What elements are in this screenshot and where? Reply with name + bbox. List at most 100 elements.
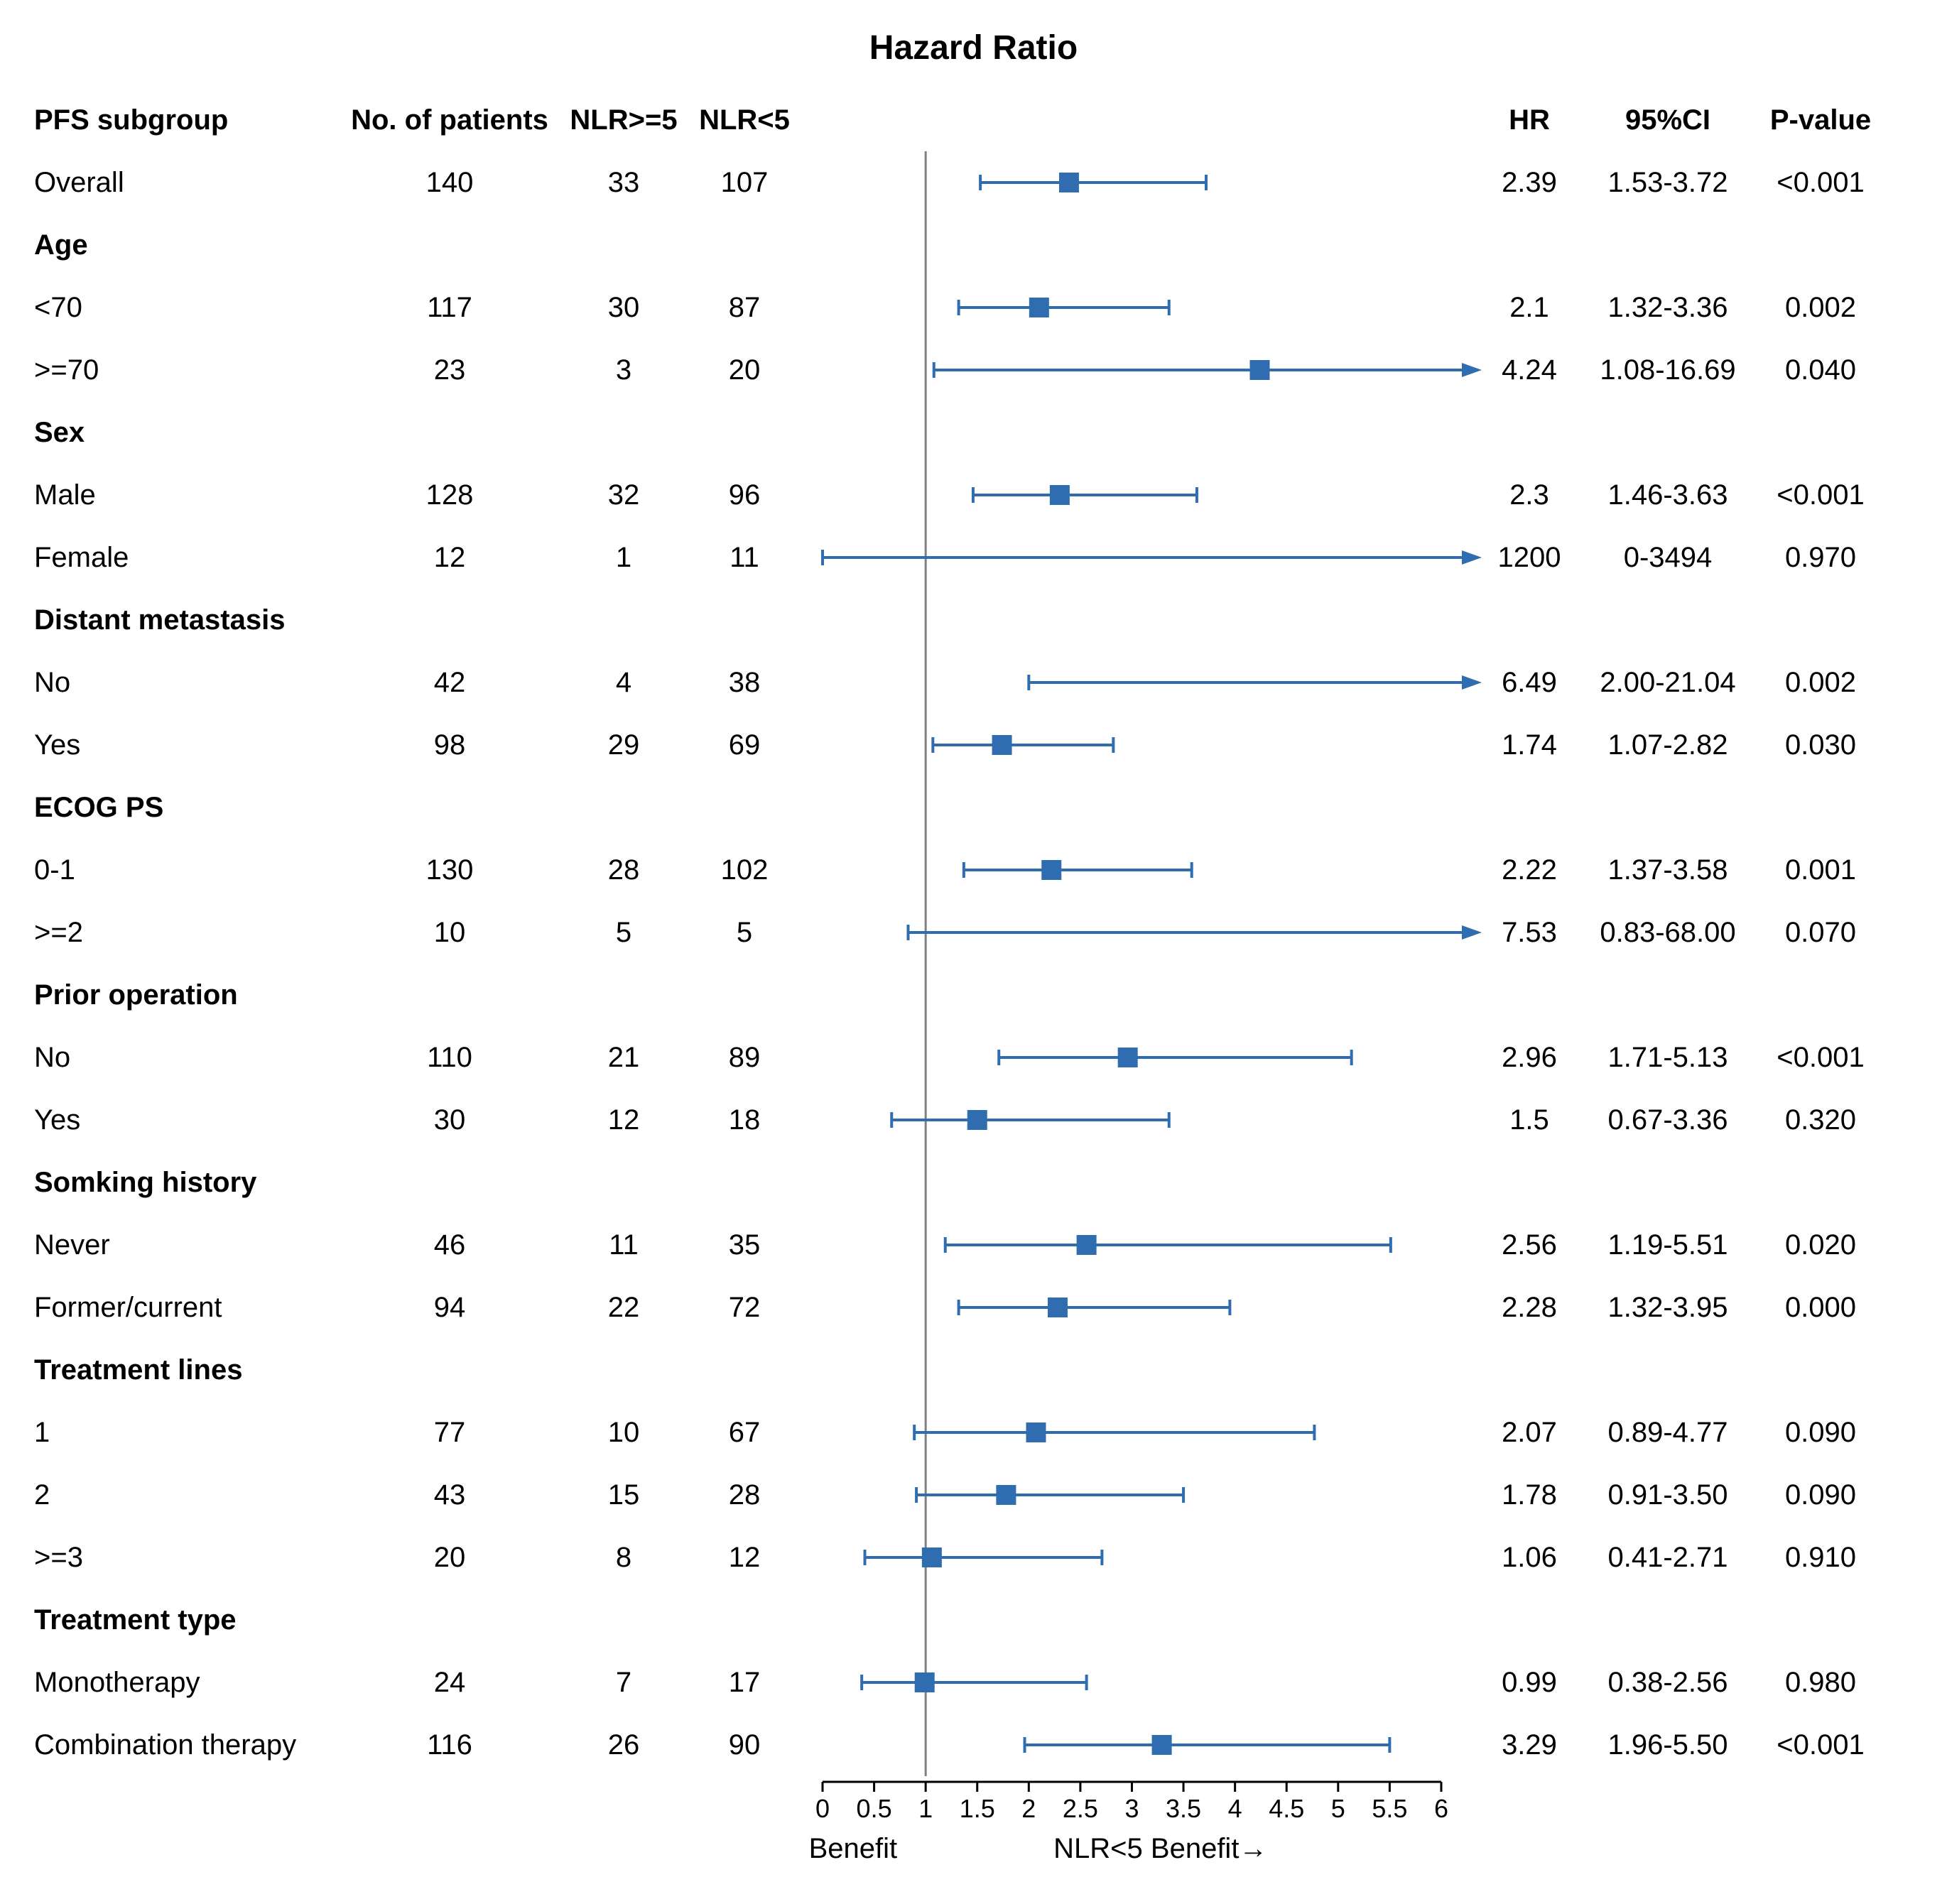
cell-label: Yes: [28, 1104, 340, 1136]
plot-cell: [801, 714, 1483, 776]
benefit-row: ←NLR>=5 BenefitNLR<5 Benefit→: [28, 1826, 1919, 1876]
svg-text:2: 2: [1021, 1794, 1036, 1823]
cell-label: Yes: [28, 729, 340, 761]
chart-title: Hazard Ratio: [28, 28, 1919, 67]
data-row: Combination therapy11626903.291.96-5.50<…: [28, 1714, 1919, 1776]
cell-lt5: 72: [688, 1292, 801, 1324]
cell-ge5: 29: [560, 729, 688, 761]
cell-ge5: 32: [560, 479, 688, 511]
plot-cell: [801, 276, 1483, 339]
cell-ge5: 21: [560, 1042, 688, 1074]
plot-cell: [801, 1651, 1483, 1714]
plot-cell: [801, 1339, 1483, 1401]
plot-cell: [801, 401, 1483, 464]
data-row: No424386.492.00-21.040.002: [28, 651, 1919, 714]
cell-hr: 6.49: [1483, 667, 1576, 699]
cell-ge5: 1: [560, 542, 688, 574]
cell-ci: 1.46-3.63: [1576, 479, 1760, 511]
cell-lt5: 89: [688, 1042, 801, 1074]
cell-label: 1: [28, 1417, 340, 1449]
cell-ge5: 22: [560, 1292, 688, 1324]
data-row: 17710672.070.89-4.770.090: [28, 1401, 1919, 1464]
cell-ge5: 33: [560, 167, 688, 199]
cell-n: 130: [340, 854, 560, 886]
group-header: ECOG PS: [28, 776, 1919, 839]
cell-label: Female: [28, 542, 340, 574]
plot-cell: [801, 464, 1483, 526]
cell-lt5: 87: [688, 292, 801, 324]
cell-p: 0.070: [1760, 917, 1881, 949]
plot-cell: [801, 901, 1483, 964]
cell-lt5: 18: [688, 1104, 801, 1136]
group-label: Treatment type: [28, 1604, 340, 1636]
cell-p: 0.040: [1760, 354, 1881, 386]
cell-hr: 0.99: [1483, 1667, 1576, 1699]
svg-text:0.5: 0.5: [857, 1794, 892, 1823]
cell-hr: 2.39: [1483, 167, 1576, 199]
cell-n: 10: [340, 917, 560, 949]
cell-ci: 1.96-5.50: [1576, 1729, 1760, 1761]
hdr-ci: 95%CI: [1576, 104, 1760, 136]
group-header: Distant metastasis: [28, 589, 1919, 651]
cell-ge5: 26: [560, 1729, 688, 1761]
plot-cell: [801, 339, 1483, 401]
cell-p: 0.980: [1760, 1667, 1881, 1699]
cell-lt5: 102: [688, 854, 801, 886]
rows-host: Overall140331072.391.53-3.72<0.001Age<70…: [28, 151, 1919, 1776]
cell-p: <0.001: [1760, 167, 1881, 199]
cell-ge5: 3: [560, 354, 688, 386]
cell-hr: 1.5: [1483, 1104, 1576, 1136]
cell-label: <70: [28, 292, 340, 324]
cell-n: 20: [340, 1542, 560, 1574]
plot-cell: [801, 1276, 1483, 1339]
cell-lt5: 11: [688, 542, 801, 574]
cell-ci: 0.38-2.56: [1576, 1667, 1760, 1699]
data-row: Female1211112000-34940.970: [28, 526, 1919, 589]
cell-label: >=3: [28, 1542, 340, 1574]
cell-lt5: 96: [688, 479, 801, 511]
cell-lt5: 17: [688, 1667, 801, 1699]
cell-label: >=70: [28, 354, 340, 386]
benefit-labels: ←NLR>=5 BenefitNLR<5 Benefit→: [801, 1826, 1483, 1876]
cell-lt5: 90: [688, 1729, 801, 1761]
cell-p: 0.970: [1760, 542, 1881, 574]
data-row: <7011730872.11.32-3.360.002: [28, 276, 1919, 339]
plot-cell: [801, 589, 1483, 651]
hdr-hr: HR: [1483, 104, 1576, 136]
cell-hr: 2.07: [1483, 1417, 1576, 1449]
cell-label: Combination therapy: [28, 1729, 340, 1761]
plot-cell: [801, 1026, 1483, 1089]
plot-cell: [801, 839, 1483, 901]
svg-text:2.5: 2.5: [1063, 1794, 1098, 1823]
plot-cell: [801, 1714, 1483, 1776]
data-row: Yes3012181.50.67-3.360.320: [28, 1089, 1919, 1151]
svg-text:5.5: 5.5: [1372, 1794, 1407, 1823]
cell-p: 0.320: [1760, 1104, 1881, 1136]
group-header: Treatment type: [28, 1589, 1919, 1651]
plot-cell: [801, 964, 1483, 1026]
cell-p: 0.090: [1760, 1479, 1881, 1511]
cell-p: 0.030: [1760, 729, 1881, 761]
cell-ci: 1.07-2.82: [1576, 729, 1760, 761]
hdr-p: P-value: [1760, 104, 1881, 136]
cell-n: 30: [340, 1104, 560, 1136]
cell-ci: 1.32-3.36: [1576, 292, 1760, 324]
cell-ge5: 12: [560, 1104, 688, 1136]
cell-p: <0.001: [1760, 479, 1881, 511]
svg-text:1: 1: [918, 1794, 933, 1823]
plot-cell: [801, 151, 1483, 214]
cell-lt5: 28: [688, 1479, 801, 1511]
plot-cell: [801, 1089, 1483, 1151]
plot-cell: [801, 1464, 1483, 1526]
axis-row: 00.511.522.533.544.555.56: [28, 1776, 1919, 1826]
svg-text:0: 0: [815, 1794, 830, 1823]
svg-text:1.5: 1.5: [960, 1794, 995, 1823]
cell-ci: 0.41-2.71: [1576, 1542, 1760, 1574]
plot-cell: [801, 1401, 1483, 1464]
data-row: Monotherapy247170.990.38-2.560.980: [28, 1651, 1919, 1714]
cell-ge5: 5: [560, 917, 688, 949]
cell-lt5: 20: [688, 354, 801, 386]
svg-text:5: 5: [1331, 1794, 1345, 1823]
cell-n: 46: [340, 1229, 560, 1261]
data-row: Former/current9422722.281.32-3.950.000: [28, 1276, 1919, 1339]
